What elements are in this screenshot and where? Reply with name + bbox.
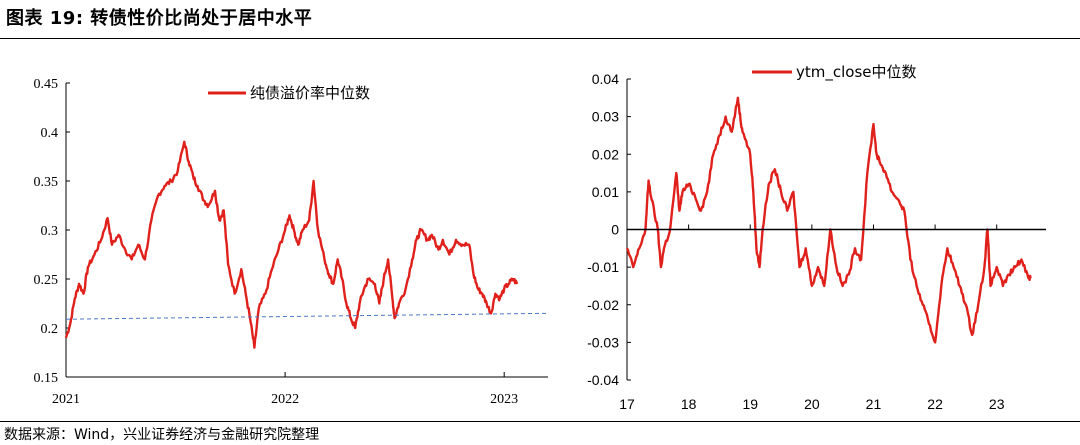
series-line — [64, 140, 519, 349]
y-tick-label: 0.4 — [41, 126, 59, 141]
x-tick-label: 2022 — [271, 392, 299, 407]
x-tick-label: 21 — [866, 396, 882, 412]
y-tick-label: 0.3 — [41, 224, 59, 239]
y-tick-label: 0.01 — [592, 184, 619, 200]
x-tick-label: 17 — [619, 396, 635, 412]
y-tick-label: 0.03 — [592, 109, 619, 125]
y-tick-label: 0.2 — [41, 322, 59, 337]
y-tick-label: -0.01 — [587, 259, 619, 275]
left-legend: 纯债溢价率中位数 — [208, 84, 370, 102]
left-legend-label: 纯债溢价率中位数 — [250, 84, 370, 102]
y-tick-label: -0.02 — [587, 297, 619, 313]
y-tick-label: 0.35 — [34, 175, 59, 190]
x-tick-label: 18 — [681, 396, 697, 412]
series-line — [625, 96, 1032, 344]
right-panel: -0.04 -0.03 -0.02 -0.01 0 0.01 0.02 0.03 0.04 17… — [587, 63, 1046, 412]
right-legend-label: ytm_close中位数 — [796, 63, 917, 82]
y-tick-label: 0.02 — [592, 146, 619, 162]
y-tick-label: -0.03 — [587, 334, 619, 350]
figure-title: 图表 19: 转债性价比尚处于居中水平 — [6, 8, 313, 29]
y-tick-label: 0 — [611, 222, 619, 238]
x-tick-label: 2023 — [490, 392, 518, 407]
x-tick-label: 2021 — [52, 392, 80, 407]
source-note: 数据来源：Wind，兴业证券经济与金融研究院整理 — [4, 427, 320, 443]
y-tick-label: 0.45 — [34, 77, 59, 92]
reference-line — [65, 312, 549, 320]
y-tick-label: -0.04 — [587, 372, 619, 388]
left-panel: 0.15 0.2 0.25 0.3 0.35 0.4 0.45 2021 2022 2023 纯… — [34, 77, 549, 407]
y-tick-label: 0.25 — [34, 273, 59, 288]
x-tick-label: 19 — [742, 396, 758, 412]
x-tick-label: 20 — [804, 396, 820, 412]
y-tick-label: 0.04 — [592, 71, 619, 87]
x-tick-label: 22 — [927, 396, 943, 412]
y-tick-label: 0.15 — [34, 371, 59, 386]
x-tick-label: 23 — [989, 396, 1005, 412]
right-legend: ytm_close中位数 — [752, 63, 917, 82]
top-rule — [0, 38, 1080, 39]
bottom-rule — [0, 421, 1080, 422]
